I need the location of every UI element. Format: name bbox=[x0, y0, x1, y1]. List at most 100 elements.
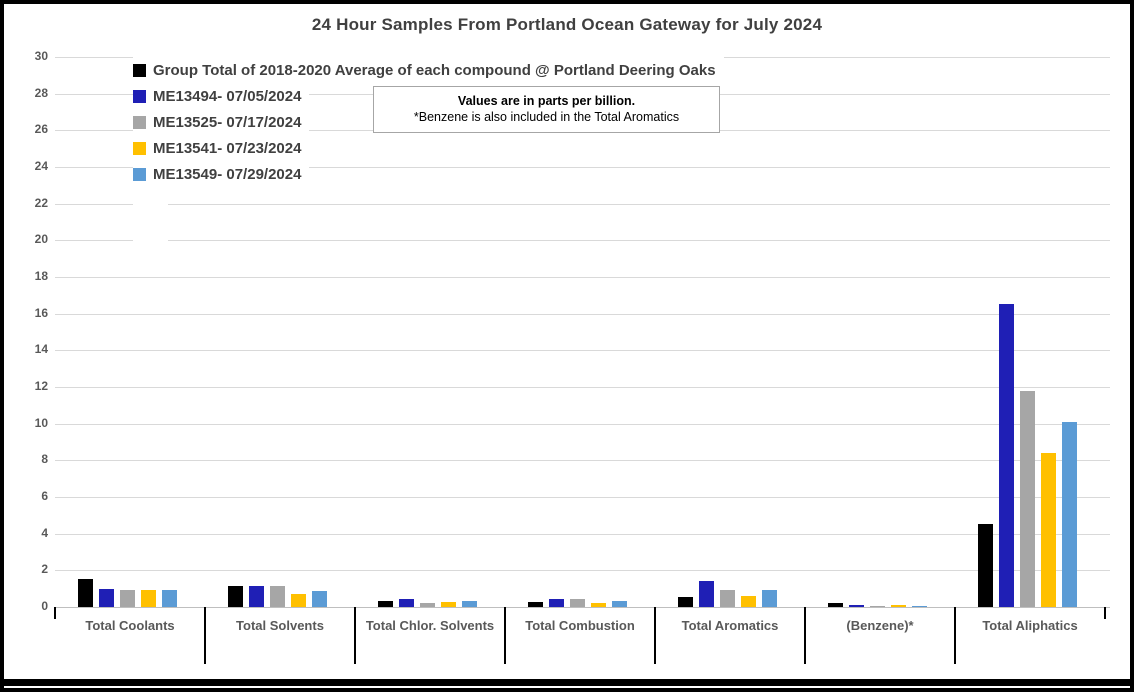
y-tick-label: 6 bbox=[41, 489, 48, 503]
bar-series1-cat3 bbox=[378, 601, 393, 607]
legend-swatch-icon bbox=[133, 167, 146, 181]
bar-series5-cat2 bbox=[312, 591, 327, 607]
bar-series1-cat1 bbox=[78, 579, 93, 607]
legend-label: ME13541- 07/23/2024 bbox=[153, 139, 302, 157]
bar-series3-cat1 bbox=[120, 590, 135, 607]
y-tick-label: 22 bbox=[34, 195, 48, 210]
axis-edge-tick bbox=[1104, 607, 1106, 619]
legend-label: ME13549- 07/29/2024 bbox=[153, 165, 302, 183]
bar-series2-cat1 bbox=[99, 589, 114, 607]
bar-series1-cat2 bbox=[228, 586, 243, 607]
bar-series3-cat3 bbox=[420, 603, 435, 607]
legend-item-4: ME13541- 07/23/2024 bbox=[133, 135, 310, 161]
bar-series2-cat7 bbox=[999, 304, 1014, 607]
gridline-24 bbox=[55, 167, 1110, 168]
category-separator bbox=[954, 607, 956, 664]
legend-label: ME13525- 07/17/2024 bbox=[153, 113, 302, 131]
gridline-10 bbox=[55, 423, 1110, 425]
bar-series3-cat2 bbox=[270, 586, 285, 607]
bar-series1-cat6 bbox=[828, 603, 843, 607]
gridline-22 bbox=[55, 203, 1110, 205]
gridline-6 bbox=[55, 497, 1110, 498]
legend-swatch-icon bbox=[133, 141, 146, 155]
legend-label: Group Total of 2018-2020 Average of each… bbox=[153, 61, 716, 79]
y-tick-label: 14 bbox=[34, 342, 48, 357]
legend-item-1: Group Total of 2018-2020 Average of each… bbox=[133, 57, 724, 83]
category-separator bbox=[354, 607, 356, 664]
gridline-2 bbox=[55, 570, 1110, 572]
legend-item-5: ME13549- 07/29/2024 bbox=[133, 161, 310, 187]
bar-series2-cat2 bbox=[249, 586, 264, 607]
gridline-12 bbox=[55, 387, 1110, 388]
bar-series5-cat5 bbox=[762, 590, 777, 607]
category-label: Total Aliphatics bbox=[982, 618, 1078, 633]
bar-series4-cat3 bbox=[441, 602, 456, 607]
bar-series1-cat5 bbox=[678, 597, 693, 607]
category-label: (Benzene)* bbox=[846, 618, 914, 633]
category-label: Total Combustion bbox=[525, 618, 635, 633]
gridline-0 bbox=[55, 607, 1110, 608]
category-label: Total Coolants bbox=[85, 618, 175, 633]
bar-series2-cat6 bbox=[849, 605, 864, 607]
y-tick-label: 20 bbox=[34, 232, 48, 247]
legend-swatch-icon bbox=[133, 89, 146, 103]
gridline-14 bbox=[55, 350, 1110, 352]
gridline-20 bbox=[55, 240, 1110, 242]
note-units-text: Values are in parts per billion. bbox=[457, 94, 636, 108]
y-tick-label: 0 bbox=[41, 599, 48, 613]
bar-series4-cat5 bbox=[741, 596, 756, 607]
category-label: Total Aromatics bbox=[681, 618, 779, 633]
bar-series2-cat5 bbox=[699, 581, 714, 607]
bar-series4-cat1 bbox=[141, 590, 156, 607]
gridline-18 bbox=[55, 277, 1110, 278]
bar-series2-cat3 bbox=[399, 599, 414, 607]
bar-series5-cat6 bbox=[912, 606, 927, 607]
axis-edge-tick bbox=[54, 607, 56, 619]
gridline-4 bbox=[55, 533, 1110, 535]
category-separator bbox=[804, 607, 806, 664]
gridline-16 bbox=[55, 313, 1110, 315]
y-tick-label: 28 bbox=[34, 85, 48, 100]
bottom-border-bar bbox=[4, 679, 1130, 686]
y-tick-label: 18 bbox=[34, 269, 48, 283]
bar-series4-cat6 bbox=[891, 605, 906, 607]
y-tick-label: 26 bbox=[34, 122, 48, 137]
legend-swatch-icon bbox=[133, 63, 146, 77]
bar-series5-cat1 bbox=[162, 590, 177, 607]
bar-series4-cat7 bbox=[1041, 453, 1056, 607]
y-tick-label: 12 bbox=[34, 379, 48, 393]
legend-swatch-icon bbox=[133, 115, 146, 129]
category-separator bbox=[204, 607, 206, 664]
note-benzene-text: *Benzene is also included in the Total A… bbox=[413, 110, 680, 124]
legend-item-2: ME13494- 07/05/2024 bbox=[133, 83, 310, 109]
category-separator bbox=[654, 607, 656, 664]
bar-series1-cat7 bbox=[978, 524, 993, 607]
bar-series4-cat2 bbox=[291, 594, 306, 607]
category-separator bbox=[504, 607, 506, 664]
legend-label: ME13494- 07/05/2024 bbox=[153, 87, 302, 105]
bar-series5-cat3 bbox=[462, 601, 477, 607]
chart-title: 24 Hour Samples From Portland Ocean Gate… bbox=[311, 15, 823, 34]
bar-series5-cat7 bbox=[1062, 422, 1077, 607]
bar-series3-cat4 bbox=[570, 599, 585, 607]
y-tick-label: 8 bbox=[41, 452, 48, 467]
legend: Group Total of 2018-2020 Average of each… bbox=[133, 57, 724, 187]
bar-series4-cat4 bbox=[591, 603, 606, 607]
legend-background-strip bbox=[133, 184, 168, 256]
gridline-8 bbox=[55, 460, 1110, 462]
y-tick-label: 10 bbox=[34, 415, 48, 430]
bar-series2-cat4 bbox=[549, 599, 564, 607]
y-tick-label: 16 bbox=[34, 305, 48, 320]
note-box: Values are in parts per billion. *Benzen… bbox=[373, 86, 720, 133]
y-tick-label: 30 bbox=[34, 49, 48, 63]
bar-series3-cat7 bbox=[1020, 391, 1035, 607]
y-tick-label: 2 bbox=[41, 562, 48, 577]
category-label: Total Solvents bbox=[236, 618, 324, 633]
bar-series3-cat5 bbox=[720, 590, 735, 607]
bar-series5-cat4 bbox=[612, 601, 627, 607]
category-label: Total Chlor. Solvents bbox=[365, 618, 495, 633]
y-tick-label: 24 bbox=[34, 159, 48, 173]
y-tick-label: 4 bbox=[41, 525, 48, 540]
bar-series3-cat6 bbox=[870, 606, 885, 607]
